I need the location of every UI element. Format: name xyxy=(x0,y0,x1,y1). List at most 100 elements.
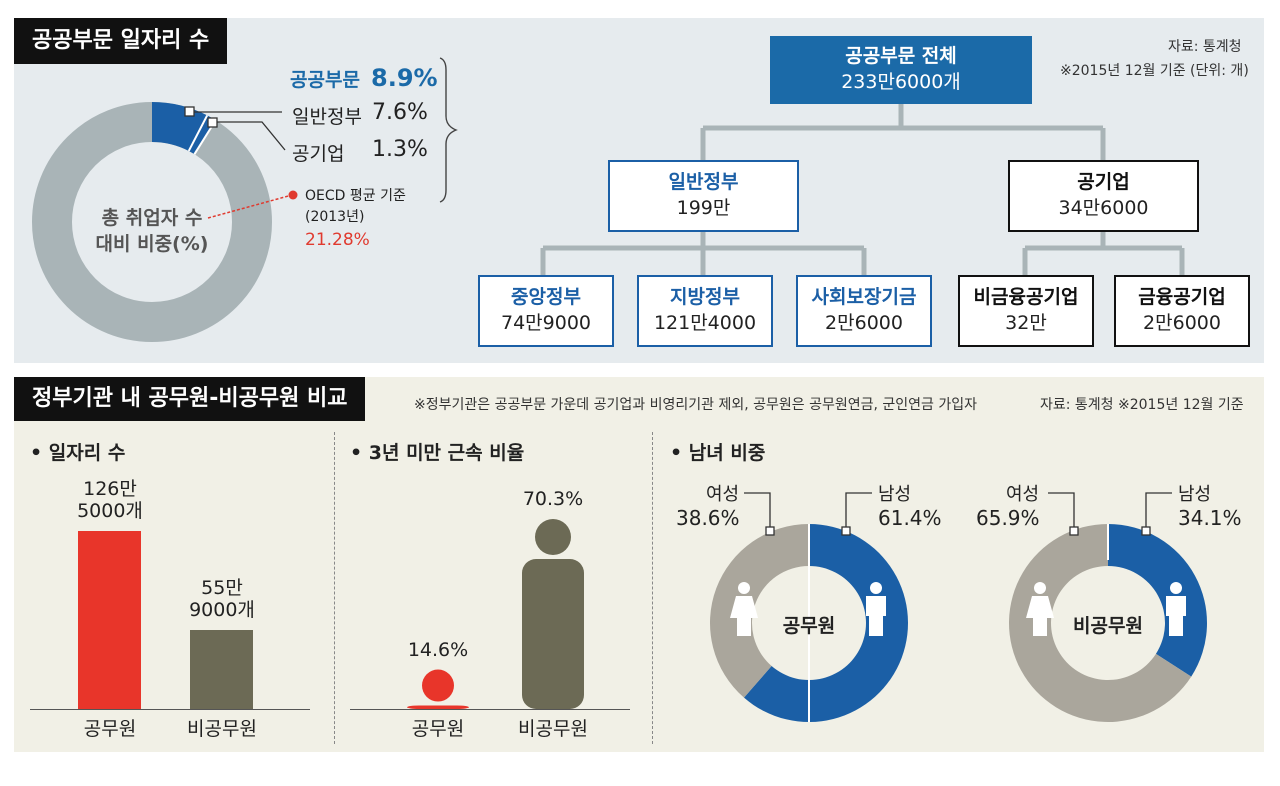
org-root: 공공부문 전체 233만6000개 xyxy=(770,36,1032,104)
jobs-bar-nonofficials xyxy=(190,630,253,709)
gender1-female-label: 여성 xyxy=(706,484,740,505)
divider xyxy=(334,432,335,744)
oecd-line2: (2013년) xyxy=(305,209,365,225)
leader-marker xyxy=(765,526,775,536)
tenure-bar-nonofficials xyxy=(522,559,584,709)
tenure-xlabel-nonofficials: 비공무원 xyxy=(518,718,588,740)
org-central-value: 74만9000 xyxy=(500,312,591,334)
org-corp-title: 공기업 xyxy=(1077,171,1130,194)
gov-pct: 7.6% xyxy=(372,100,428,125)
org-corp-value: 34만6000 xyxy=(1058,197,1149,219)
gender2-center: 비공무원 xyxy=(1073,615,1143,637)
gender1-center: 공무원 xyxy=(782,615,836,637)
org-root-value: 233만6000개 xyxy=(841,71,961,93)
tenure-chart xyxy=(407,519,584,709)
donut-separator xyxy=(187,114,209,152)
org-connectors xyxy=(540,104,1185,276)
leader-female-2 xyxy=(1048,492,1075,528)
org-local: 지방정부 121만4000 xyxy=(637,275,773,347)
brace xyxy=(439,57,458,203)
gov-label: 일반정부 xyxy=(292,106,362,128)
org-social: 사회보장기금 2만6000 xyxy=(796,275,932,347)
leader-marker xyxy=(184,106,195,117)
jobs-value-nonofficials: 55만 9000개 xyxy=(172,577,272,622)
org-social-value: 2만6000 xyxy=(825,312,903,334)
donut-center-label: 총 취업자 수 대비 비중(%) xyxy=(92,206,212,257)
org-local-value: 121만4000 xyxy=(653,312,757,334)
jobs-value-officials-line1: 126만 xyxy=(83,478,137,500)
divider xyxy=(652,432,653,744)
tenure-baseline xyxy=(350,709,630,710)
gender2-male-pct: 34.1% xyxy=(1178,506,1242,530)
gender1-female-segment xyxy=(710,524,809,698)
public-label: 공공부문 xyxy=(290,69,360,91)
tenure-value-officials: 14.6% xyxy=(407,638,469,661)
gender1-female-pct: 38.6% xyxy=(676,506,740,530)
org-gov-title: 일반정부 xyxy=(668,171,739,194)
gender2-female-label: 여성 xyxy=(1006,484,1040,505)
gender-heading: • 남녀 비중 xyxy=(670,442,766,464)
leader-male-1 xyxy=(845,492,872,528)
org-fin-title: 금융공기업 xyxy=(1138,286,1226,309)
male-icon xyxy=(1166,582,1186,636)
oecd-pct: 21.28% xyxy=(305,230,370,250)
gender2-male-label: 남성 xyxy=(1178,484,1212,505)
leader-marker xyxy=(207,117,218,128)
jobs-xlabel-officials: 공무원 xyxy=(83,718,137,740)
org-central-title: 중앙정부 xyxy=(511,286,581,309)
org-local-title: 지방정부 xyxy=(670,286,740,309)
gender2-female-segment xyxy=(1008,524,1192,723)
tenure-bar-officials xyxy=(407,705,469,709)
public-total: 공공부문 8.9% xyxy=(290,64,438,92)
gender1-male-pct: 61.4% xyxy=(878,506,942,530)
leader-marker xyxy=(1141,526,1151,536)
corp-pct: 1.3% xyxy=(372,137,428,162)
org-corp: 공기업 34만6000 xyxy=(1008,160,1199,232)
public-sector-donut xyxy=(32,57,458,342)
org-fin: 금융공기업 2만6000 xyxy=(1114,275,1250,347)
jobs-xlabel-nonofficials: 비공무원 xyxy=(187,718,257,740)
leader-female-1 xyxy=(744,492,771,528)
org-nonfin-title: 비금융공기업 xyxy=(973,286,1079,309)
tenure-head-officials xyxy=(422,669,454,702)
jobs-value-officials-line2: 5000개 xyxy=(77,499,143,522)
oecd-leader xyxy=(207,194,293,219)
org-fin-value: 2만6000 xyxy=(1143,312,1221,334)
jobs-heading: • 일자리 수 xyxy=(30,442,126,464)
donut-center-line1: 총 취업자 수 xyxy=(101,207,203,229)
gender2-male-segment xyxy=(1108,524,1207,677)
oecd-marker xyxy=(288,190,298,200)
oecd-line1: OECD 평균 기준 xyxy=(305,188,406,204)
top-title: 공공부문 일자리 수 xyxy=(14,18,228,64)
donut-center-line2: 대비 비중(%) xyxy=(95,232,209,255)
female-icon xyxy=(1026,582,1054,636)
org-social-title: 사회보장기금 xyxy=(811,286,917,309)
jobs-baseline xyxy=(30,709,310,710)
gender1-male-label: 남성 xyxy=(878,484,912,505)
gender1-male-segment xyxy=(743,524,909,722)
corp-label: 공기업 xyxy=(292,143,345,165)
org-root-title: 공공부문 전체 xyxy=(845,45,957,68)
bottom-title: 정부기관 내 공무원-비공무원 비교 xyxy=(14,377,366,421)
tenure-heading: • 3년 미만 근속 비율 xyxy=(350,442,525,464)
male-icon xyxy=(866,582,886,636)
leader-marker xyxy=(1069,526,1079,536)
leader-male-2 xyxy=(1145,492,1172,528)
org-nonfin: 비금융공기업 32만 xyxy=(958,275,1094,347)
leader-marker xyxy=(841,526,851,536)
tenure-xlabel-officials: 공무원 xyxy=(411,718,465,740)
org-nonfin-value: 32만 xyxy=(1005,312,1047,334)
jobs-bar-officials xyxy=(78,531,141,709)
bottom-source: 자료: 통계청 ※2015년 12월 기준 xyxy=(1040,397,1244,413)
bottom-footnote: ※정부기관은 공공부문 가운데 공기업과 비영리기관 제외, 공무원은 공무원연… xyxy=(414,397,978,413)
gender2-female-pct: 65.9% xyxy=(976,506,1040,530)
jobs-value-nonofficials-line1: 55만 xyxy=(201,577,243,600)
top-basis: ※2015년 12월 기준 (단위: 개) xyxy=(1060,63,1249,79)
female-icon xyxy=(730,582,758,636)
tenure-head-nonofficials xyxy=(535,519,571,555)
jobs-value-nonofficials-line2: 9000개 xyxy=(189,599,255,622)
top-source: 자료: 통계청 xyxy=(1168,39,1242,55)
org-gov: 일반정부 199만 xyxy=(608,160,799,232)
tenure-value-nonofficials: 70.3% xyxy=(522,488,584,510)
